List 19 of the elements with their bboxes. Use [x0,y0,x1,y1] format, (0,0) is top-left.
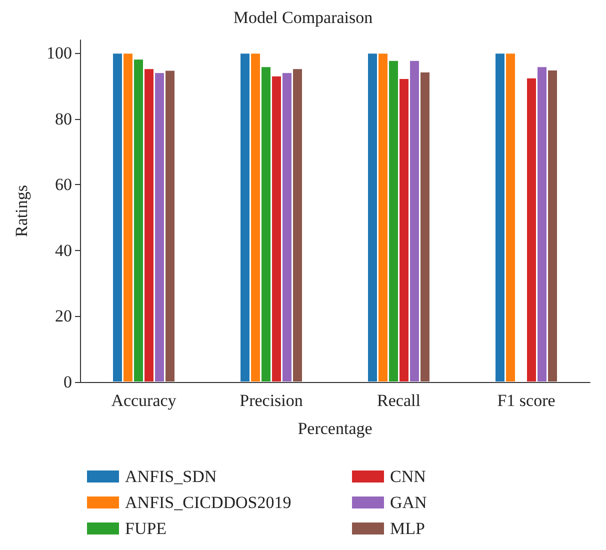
y-axis-title: Ratings [12,185,31,237]
legend-label: CNN [390,467,426,486]
y-tick-label: 40 [55,240,72,260]
y-tick-label: 80 [55,109,72,128]
x-tick-label: Precision [240,391,304,410]
legend-label: MLP [390,519,425,538]
x-axis-title: Percentage [298,419,372,438]
chart-title: Model Comparaison [233,8,374,27]
y-tick-label: 20 [55,306,72,326]
x-tick-label: F1 score [497,391,556,410]
y-tick-label: 0 [64,372,72,392]
x-tick-label: Accuracy [111,391,177,410]
y-tick-label: 60 [55,175,72,194]
legend-label: FUPE [125,519,167,538]
y-tick-label: 100 [46,44,72,63]
legend-label: ANFIS_CICDDOS2019 [125,493,292,512]
legend-label: ANFIS_SDN [125,467,217,486]
legend-label: GAN [390,493,427,512]
x-tick-label: Recall [377,391,421,410]
